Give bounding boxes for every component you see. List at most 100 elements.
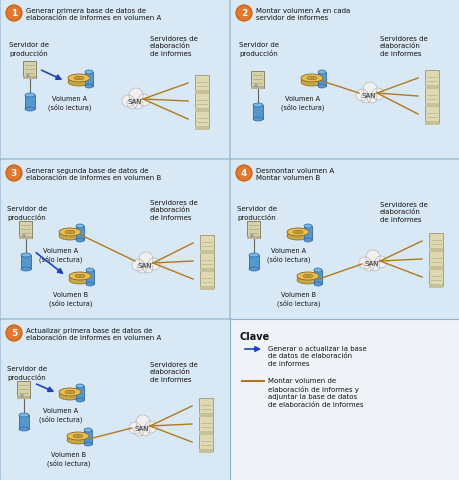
Bar [200, 268, 213, 272]
Ellipse shape [78, 276, 81, 277]
Text: 3: 3 [11, 169, 17, 178]
Bar [195, 90, 208, 94]
Ellipse shape [317, 71, 325, 75]
Ellipse shape [307, 77, 316, 81]
Circle shape [362, 83, 376, 97]
Bar [428, 248, 442, 252]
Text: Servidor de
producción: Servidor de producción [7, 205, 47, 220]
Text: Servidor de
producción: Servidor de producción [9, 42, 49, 57]
Ellipse shape [25, 94, 35, 98]
Text: Actualizar primera base de datos de
elaboración de informes en volumen A: Actualizar primera base de datos de elab… [26, 327, 161, 341]
Ellipse shape [76, 384, 84, 388]
Ellipse shape [84, 442, 92, 446]
Circle shape [363, 262, 373, 271]
Text: Servidores de
elaboración
de informes: Servidores de elaboración de informes [150, 361, 197, 382]
Circle shape [6, 6, 22, 22]
Circle shape [122, 96, 134, 108]
FancyBboxPatch shape [68, 78, 90, 83]
Circle shape [132, 260, 144, 271]
Circle shape [140, 426, 150, 436]
Bar [424, 85, 438, 89]
FancyBboxPatch shape [0, 319, 231, 480]
Text: Desmontar volumen A
Montar volumen B: Desmontar volumen A Montar volumen B [256, 168, 333, 181]
Circle shape [371, 89, 383, 101]
Ellipse shape [292, 231, 302, 234]
Circle shape [250, 235, 252, 237]
Ellipse shape [248, 267, 258, 271]
Ellipse shape [310, 78, 313, 79]
Ellipse shape [68, 79, 90, 87]
FancyBboxPatch shape [17, 381, 30, 397]
Ellipse shape [68, 392, 71, 393]
Ellipse shape [68, 75, 90, 83]
Bar [428, 284, 442, 288]
Text: Volumen A
(sólo lectura): Volumen A (sólo lectura) [281, 96, 324, 111]
Bar [252, 106, 263, 120]
Ellipse shape [75, 275, 85, 278]
Bar [313, 270, 321, 285]
Bar [86, 270, 94, 285]
Bar [19, 237, 33, 240]
FancyBboxPatch shape [251, 72, 264, 88]
Ellipse shape [306, 276, 309, 277]
Ellipse shape [286, 228, 308, 237]
Text: SAN: SAN [128, 99, 142, 105]
Circle shape [129, 89, 143, 103]
Circle shape [21, 395, 23, 397]
Text: SAN: SAN [364, 261, 378, 266]
FancyBboxPatch shape [247, 221, 260, 238]
Bar [19, 415, 29, 429]
Circle shape [139, 252, 153, 266]
Circle shape [137, 264, 147, 274]
Text: Servidores de
elaboración
de informes: Servidores de elaboración de informes [150, 200, 197, 220]
FancyBboxPatch shape [195, 111, 208, 128]
FancyBboxPatch shape [59, 231, 81, 237]
FancyBboxPatch shape [300, 78, 322, 83]
Bar [85, 73, 93, 87]
Text: Volumen B
(sólo lectura): Volumen B (sólo lectura) [49, 291, 92, 307]
Text: Servidores de
elaboración
de informes: Servidores de elaboración de informes [150, 36, 197, 57]
FancyBboxPatch shape [199, 433, 213, 451]
Text: Volumen A
(sólo lectura): Volumen A (sólo lectura) [39, 407, 83, 422]
Ellipse shape [59, 388, 81, 396]
Bar [424, 121, 438, 125]
Text: Volumen A
(sólo lectura): Volumen A (sólo lectura) [39, 248, 83, 263]
FancyBboxPatch shape [424, 106, 438, 123]
Circle shape [127, 100, 137, 110]
Ellipse shape [303, 225, 311, 228]
FancyBboxPatch shape [200, 235, 213, 252]
Text: 5: 5 [11, 329, 17, 338]
Bar [251, 87, 264, 90]
FancyBboxPatch shape [0, 160, 231, 321]
Bar [200, 250, 213, 254]
Ellipse shape [317, 85, 325, 89]
Ellipse shape [297, 276, 318, 285]
Bar [195, 108, 208, 112]
Text: Volumen B
(sólo lectura): Volumen B (sólo lectura) [47, 451, 90, 467]
Bar [303, 227, 311, 240]
FancyBboxPatch shape [199, 416, 213, 432]
Bar [247, 237, 260, 240]
FancyBboxPatch shape [424, 88, 438, 105]
FancyBboxPatch shape [230, 160, 459, 321]
Ellipse shape [300, 75, 322, 83]
FancyBboxPatch shape [428, 251, 442, 268]
Circle shape [360, 94, 370, 104]
FancyBboxPatch shape [19, 221, 33, 238]
Ellipse shape [85, 85, 93, 89]
Text: 4: 4 [241, 169, 246, 178]
Ellipse shape [85, 71, 93, 75]
Text: Generar segunda base de datos de
elaboración de informes en volumen B: Generar segunda base de datos de elabora… [26, 168, 161, 181]
Ellipse shape [21, 253, 31, 257]
Circle shape [374, 256, 386, 268]
Text: Generar o actualizar la base
de datos de elaboración
de informes: Generar o actualizar la base de datos de… [268, 345, 366, 366]
Circle shape [365, 251, 379, 264]
Ellipse shape [76, 398, 84, 402]
FancyBboxPatch shape [195, 75, 208, 92]
Circle shape [134, 426, 144, 436]
Text: SAN: SAN [137, 263, 152, 268]
Circle shape [129, 422, 141, 434]
FancyBboxPatch shape [67, 435, 89, 440]
Ellipse shape [73, 434, 83, 438]
Text: SAN: SAN [134, 425, 149, 431]
